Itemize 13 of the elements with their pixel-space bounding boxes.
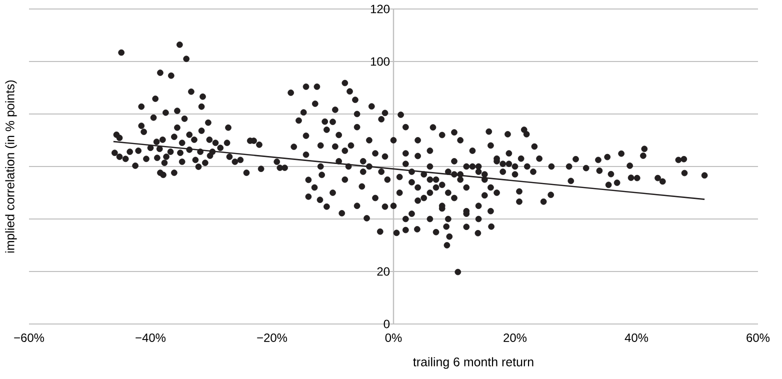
y-tick-label: 100 xyxy=(370,57,390,66)
x-tick-label: 0% xyxy=(385,334,402,342)
x-tick-label: 20% xyxy=(504,334,527,342)
y-tick-label: 20 xyxy=(377,267,390,276)
x-tick-label: 40% xyxy=(624,334,648,342)
x-tick-label: −40% xyxy=(136,334,166,342)
y-axis-title: implied correlation (in % points) xyxy=(5,80,17,253)
y-tick-label: 0 xyxy=(384,320,390,328)
y-tick-label: 120 xyxy=(370,4,390,14)
x-tick-label: 60% xyxy=(746,334,770,342)
x-axis-title: trailing 6 month return xyxy=(413,357,534,369)
x-tick-label: −20% xyxy=(257,334,288,342)
x-tick-label: −60% xyxy=(14,334,44,342)
